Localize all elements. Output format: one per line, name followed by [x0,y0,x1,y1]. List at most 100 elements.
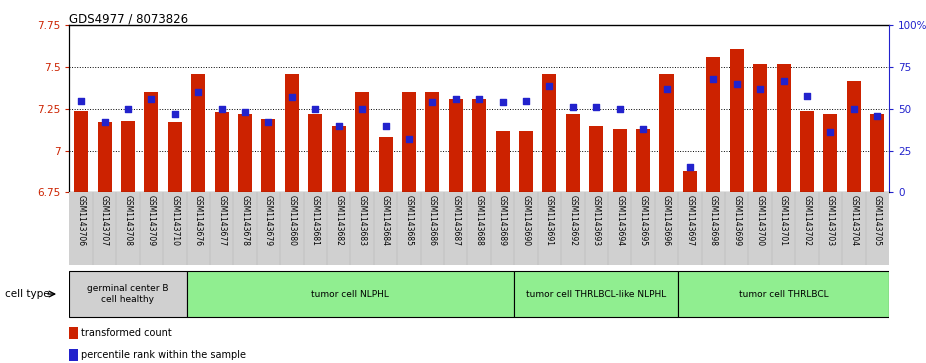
Text: GSM1143689: GSM1143689 [498,195,507,245]
Point [706,76,720,82]
Text: cell type: cell type [5,289,49,299]
Point [471,96,487,102]
Bar [566,114,580,192]
Point [495,99,510,105]
Point [74,98,89,103]
Text: GSM1143677: GSM1143677 [217,195,226,246]
Text: GSM1143687: GSM1143687 [451,195,460,245]
Point [682,164,697,170]
Point [191,89,206,95]
Text: GSM1143704: GSM1143704 [849,195,858,246]
Bar [800,111,814,192]
Bar [659,74,673,192]
Bar [753,64,768,192]
Point [542,83,557,89]
Point [635,126,650,132]
Text: GSM1143697: GSM1143697 [685,195,694,246]
Bar [97,122,112,192]
Point [846,106,861,112]
Text: percentile rank within the sample: percentile rank within the sample [81,350,246,360]
Text: GSM1143698: GSM1143698 [708,195,718,245]
Text: tumor cell NLPHL: tumor cell NLPHL [311,290,389,298]
Point [332,123,346,129]
Text: GSM1143681: GSM1143681 [311,195,319,245]
FancyBboxPatch shape [678,271,889,317]
Bar [285,74,299,192]
Point [97,119,112,125]
Point [799,93,815,98]
Point [378,123,393,129]
Bar [870,114,884,192]
Bar [355,92,369,192]
Bar [519,131,533,192]
Text: GSM1143683: GSM1143683 [357,195,367,245]
Text: GDS4977 / 8073826: GDS4977 / 8073826 [69,12,189,25]
Text: GSM1143680: GSM1143680 [287,195,296,245]
Text: GSM1143686: GSM1143686 [428,195,437,245]
Point [776,78,791,83]
Text: transformed count: transformed count [81,328,171,338]
Bar [425,92,440,192]
Bar [69,349,78,361]
Bar [308,114,322,192]
Bar [730,49,744,192]
Bar [144,92,158,192]
Text: GSM1143710: GSM1143710 [170,195,180,245]
Text: GSM1143685: GSM1143685 [405,195,414,245]
Point [448,96,463,102]
Bar [495,131,509,192]
Point [589,104,604,110]
Point [566,104,581,110]
Point [753,86,768,92]
Point [425,99,440,105]
Bar [168,122,181,192]
Bar [682,171,697,192]
Bar [589,126,604,192]
Bar [191,74,206,192]
Point [612,106,627,112]
Text: tumor cell THRLBCL-like NLPHL: tumor cell THRLBCL-like NLPHL [526,290,667,298]
Bar [402,92,416,192]
Text: GSM1143703: GSM1143703 [826,195,835,246]
Bar [261,119,276,192]
Text: GSM1143706: GSM1143706 [77,195,86,246]
Text: germinal center B
cell healthy: germinal center B cell healthy [87,284,169,304]
Point [120,106,135,112]
Text: GSM1143676: GSM1143676 [194,195,203,246]
Text: tumor cell THRLBCL: tumor cell THRLBCL [739,290,829,298]
Point [238,109,253,115]
Point [402,136,417,142]
Text: GSM1143705: GSM1143705 [872,195,882,246]
Bar [238,114,252,192]
Bar [543,74,557,192]
Text: GSM1143693: GSM1143693 [592,195,601,246]
Bar [707,57,720,192]
Text: GSM1143701: GSM1143701 [779,195,788,245]
Bar [613,129,627,192]
Text: GSM1143690: GSM1143690 [521,195,531,246]
Point [659,86,674,92]
Point [261,119,276,125]
Bar [74,111,88,192]
Bar [472,99,486,192]
FancyBboxPatch shape [69,271,186,317]
Bar [379,137,393,192]
Text: GSM1143691: GSM1143691 [544,195,554,245]
FancyBboxPatch shape [514,271,678,317]
Text: GSM1143708: GSM1143708 [123,195,132,245]
Text: GSM1143709: GSM1143709 [147,195,156,246]
Text: GSM1143684: GSM1143684 [381,195,390,245]
Point [307,106,323,112]
Point [168,111,182,117]
Text: GSM1143700: GSM1143700 [756,195,765,246]
Text: GSM1143699: GSM1143699 [732,195,742,246]
Bar [332,126,345,192]
Text: GSM1143695: GSM1143695 [639,195,647,246]
Bar [449,99,463,192]
Text: GSM1143694: GSM1143694 [615,195,624,246]
Bar [636,129,650,192]
Text: GSM1143702: GSM1143702 [803,195,811,245]
Point [870,113,884,118]
Bar [777,64,791,192]
Point [730,81,745,87]
